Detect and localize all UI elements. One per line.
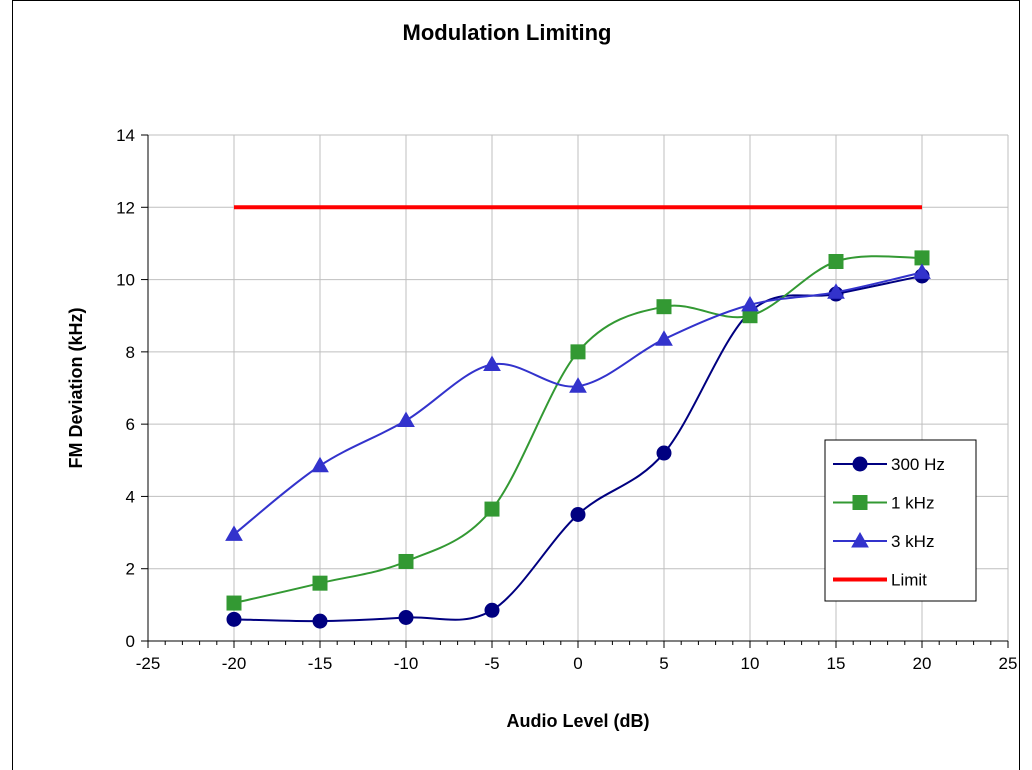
y-tick-label: 8 (126, 343, 135, 362)
data-point-3-khz (741, 295, 759, 312)
legend-marker (852, 495, 868, 510)
y-tick-label: 2 (126, 560, 135, 579)
legend-marker (851, 531, 869, 548)
x-tick-label: 5 (659, 654, 668, 673)
data-point-300-hz (398, 610, 414, 626)
x-tick-label: -15 (308, 654, 333, 673)
y-tick-label: 0 (126, 632, 135, 651)
legend-item-1-khz: 1 kHz (833, 494, 934, 513)
legend-label: 300 Hz (891, 455, 945, 474)
legend-label: 1 kHz (891, 494, 934, 513)
data-point-300-hz (656, 445, 672, 461)
chart-frame (12, 0, 1020, 770)
y-tick-label: 12 (116, 198, 135, 217)
x-tick-label: -10 (394, 654, 419, 673)
x-axis-label: Audio Level (dB) (507, 711, 650, 731)
y-axis-label: FM Deviation (kHz) (66, 307, 86, 468)
data-point-1-khz (226, 595, 242, 611)
data-point-3-khz (827, 283, 845, 299)
data-point-300-hz (312, 613, 328, 629)
y-tick-label: 4 (126, 487, 135, 506)
y-tick-labels: 0 2 4 6 8 10 12 14 (116, 126, 135, 651)
data-point-3-khz (311, 456, 329, 473)
legend-item-limit: Limit (833, 571, 927, 590)
x-tick-label: -5 (484, 654, 499, 673)
data-point-1-khz (570, 344, 586, 360)
x-tick-labels: -25 -20 -15 -10 -5 0 5 10 15 20 25 (136, 654, 1018, 673)
y-tick-label: 6 (126, 415, 135, 434)
legend: 300 Hz 1 kHz 3 kHz Limit (824, 439, 977, 602)
data-point-300-hz (570, 507, 586, 522)
legend-box (824, 439, 977, 602)
x-tick-label: 20 (913, 654, 932, 673)
series-group (225, 205, 931, 629)
data-point-1-khz (398, 553, 414, 569)
x-tick-label: 0 (573, 654, 582, 673)
data-point-1-khz (914, 250, 930, 266)
legend-item-3-khz: 3 kHz (833, 531, 934, 551)
data-point-300-hz (226, 611, 242, 627)
data-point-300-hz (484, 602, 500, 618)
series-3-khz (225, 263, 931, 541)
data-point-1-khz (656, 299, 672, 315)
legend-item-300-hz: 300 Hz (833, 455, 945, 474)
data-point-1-khz (484, 501, 500, 517)
data-point-3-khz (913, 263, 931, 279)
y-tick-label: 14 (116, 126, 135, 145)
legend-label: Limit (891, 571, 927, 590)
x-tick-label: -25 (136, 654, 161, 673)
x-tick-label: -20 (222, 654, 247, 673)
y-tick-label: 10 (116, 271, 135, 290)
x-tick-label: 15 (827, 654, 846, 673)
x-tick-label: 10 (741, 654, 760, 673)
data-point-3-khz (397, 411, 415, 428)
chart-title: Modulation Limiting (403, 20, 612, 45)
data-point-1-khz (312, 575, 328, 591)
data-point-3-khz (655, 330, 673, 346)
legend-marker (852, 456, 868, 472)
axes (141, 134, 1009, 648)
data-point-1-khz (828, 254, 844, 269)
data-point-3-khz (483, 355, 501, 372)
legend-label: 3 kHz (891, 532, 934, 551)
data-point-3-khz (569, 377, 587, 393)
x-tick-label: 25 (999, 654, 1018, 673)
data-point-3-khz (225, 525, 243, 541)
